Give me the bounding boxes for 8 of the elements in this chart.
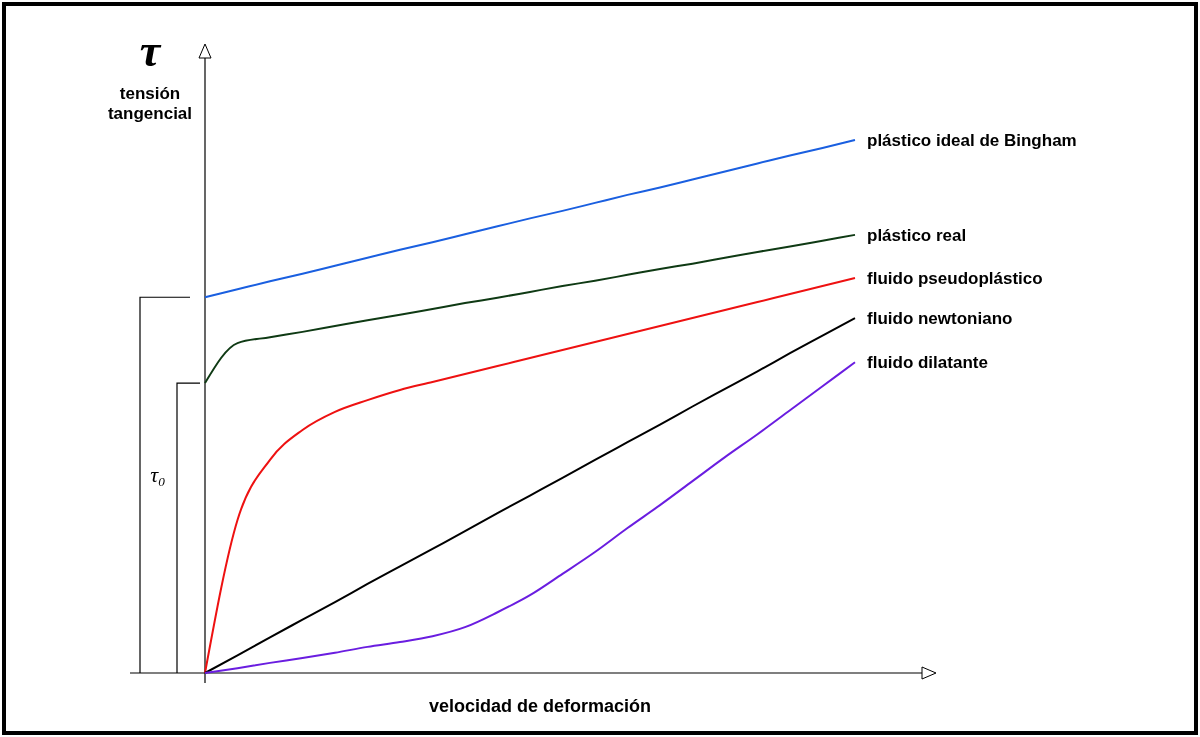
text: τ₀ [150,462,166,487]
y-axis-title: τ tensión tangencial [107,25,193,123]
series-label: fluido newtoniano [867,309,1013,329]
series-label: fluido dilatante [867,353,988,373]
series-label: fluido pseudoplástico [867,269,1043,289]
series-label: plástico real [867,225,967,245]
x-axis-title: velocidad de deformación [428,696,652,716]
series-label: plástico ideal de Bingham [867,131,1077,150]
